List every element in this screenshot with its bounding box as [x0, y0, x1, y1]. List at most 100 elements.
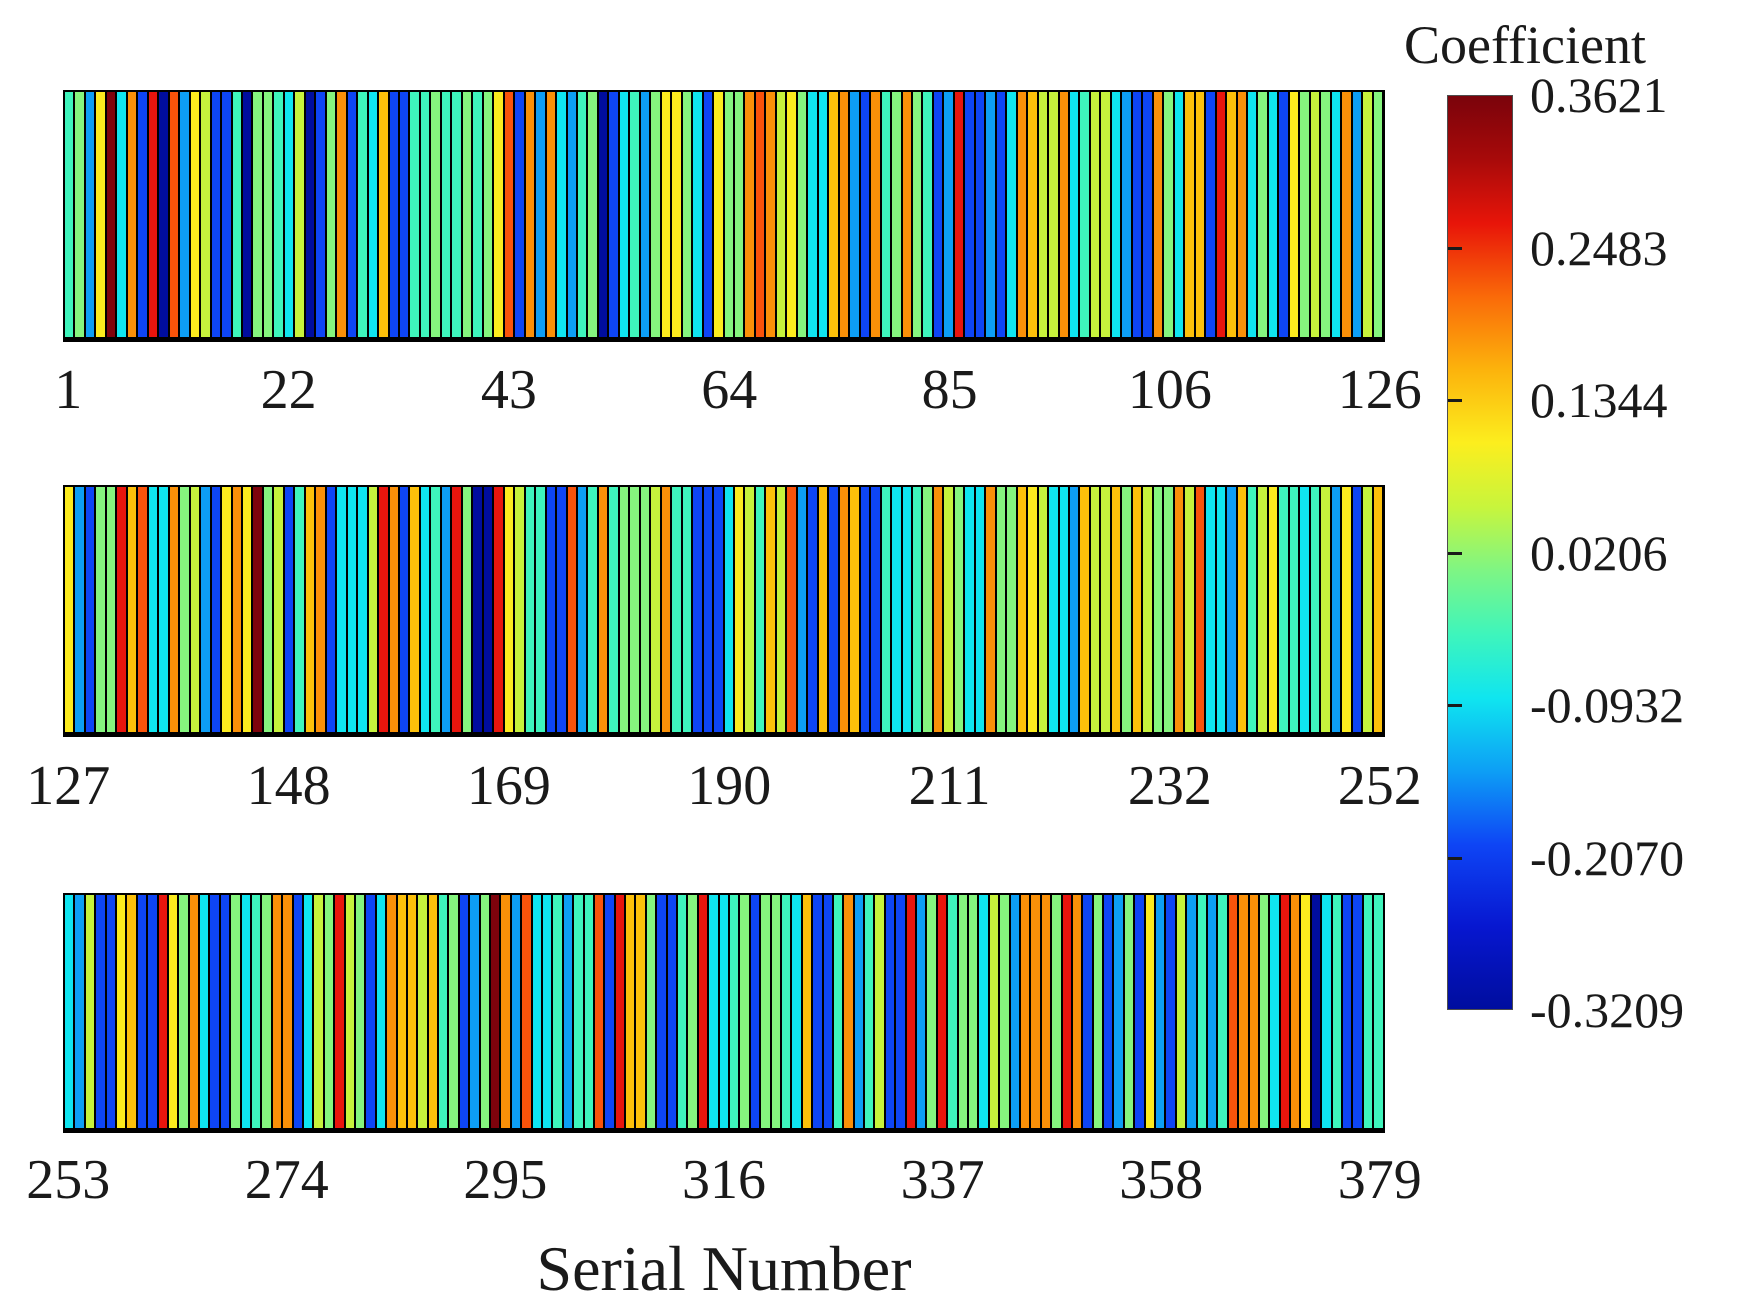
bar-serial-207: [900, 487, 911, 732]
bar-serial-369: [1268, 895, 1279, 1128]
bar-serial-92: [1015, 92, 1027, 337]
bar-serial-281: [353, 895, 365, 1128]
bar-serial-142: [220, 487, 231, 732]
bar-serial-320: [759, 895, 770, 1128]
bar-serial-53: [607, 92, 618, 337]
bar-serial-41: [481, 92, 493, 337]
bar-serial-259: [125, 895, 136, 1128]
bar-serial-339: [956, 895, 967, 1128]
bar-serial-284: [385, 895, 396, 1128]
bar-serial-353: [1102, 895, 1113, 1128]
bar-serial-260: [135, 895, 147, 1128]
bar-serial-45: [523, 92, 535, 337]
bar-serial-69: [774, 92, 786, 337]
bar-serial-76: [848, 92, 859, 337]
bar-serial-199: [816, 487, 828, 732]
bar-serial-106: [1162, 92, 1173, 337]
bar-serial-333: [894, 895, 905, 1128]
bar-serial-179: [607, 487, 618, 732]
bar-serial-356: [1133, 895, 1144, 1128]
strip-row-3: [63, 893, 1385, 1133]
bar-serial-33: [398, 92, 409, 337]
bar-serial-263: [166, 895, 178, 1128]
bar-serial-128: [73, 487, 84, 732]
bar-serial-20: [261, 92, 273, 337]
bar-serial-187: [691, 487, 702, 732]
bar-serial-247: [1319, 487, 1330, 732]
bar-serial-110: [1204, 92, 1215, 337]
bar-serial-177: [586, 487, 597, 732]
bar-serial-155: [356, 487, 367, 732]
bar-serial-373: [1309, 895, 1321, 1128]
bar-serial-49: [565, 92, 576, 337]
bar-serial-204: [869, 487, 880, 732]
x-axis-title: Serial Number: [536, 1233, 912, 1304]
bar-serial-261: [146, 895, 157, 1128]
bar-serial-126: [1371, 92, 1383, 337]
bar-serial-298: [530, 895, 541, 1128]
bar-serial-348: [1050, 895, 1061, 1128]
bar-serial-350: [1070, 895, 1082, 1128]
bar-serial-18: [240, 92, 252, 337]
bar-serial-35: [418, 92, 430, 337]
bar-serial-231: [1151, 487, 1163, 732]
bar-serial-274: [281, 895, 292, 1128]
bar-serial-17: [230, 92, 241, 337]
bar-serial-84: [931, 92, 943, 337]
bar-serial-254: [73, 895, 84, 1128]
bar-serial-3: [83, 92, 95, 337]
bar-serial-147: [272, 487, 283, 732]
colorbar-tick-label-0.1344: 0.1344: [1530, 372, 1668, 428]
bar-serial-115: [1256, 92, 1267, 337]
bar-serial-167: [481, 487, 493, 732]
bar-serial-324: [800, 895, 812, 1128]
bar-serial-351: [1081, 895, 1092, 1128]
bar-serial-208: [910, 487, 922, 732]
bar-serial-116: [1266, 92, 1278, 337]
bar-serial-42: [492, 92, 503, 337]
bar-serial-112: [1225, 92, 1236, 337]
bar-serial-332: [883, 895, 895, 1128]
bar-serial-270: [239, 895, 251, 1128]
x-tick-label-211: 211: [908, 755, 991, 817]
bar-serial-151: [314, 487, 325, 732]
bar-serial-29: [356, 92, 367, 337]
bar-serial-144: [240, 487, 252, 732]
bar-serial-66: [743, 92, 754, 337]
bar-serial-258: [114, 895, 126, 1128]
bar-serial-125: [1361, 92, 1372, 337]
colorbar-tick-mark: [1448, 246, 1462, 250]
bar-serial-4: [94, 92, 105, 337]
bar-serial-90: [994, 92, 1006, 337]
bar-serial-205: [879, 487, 891, 732]
bar-serial-365: [1226, 895, 1238, 1128]
bar-serial-363: [1205, 895, 1217, 1128]
bar-serial-276: [301, 895, 313, 1128]
bar-serial-24: [303, 92, 315, 337]
bar-serial-60: [680, 92, 692, 337]
bar-serial-287: [416, 895, 427, 1128]
bar-serial-316: [717, 895, 728, 1128]
bar-serial-55: [628, 92, 639, 337]
bar-serial-295: [499, 895, 510, 1128]
bar-serial-25: [314, 92, 325, 337]
bar-serial-122: [1329, 92, 1341, 337]
bar-serial-246: [1308, 487, 1320, 732]
x-tick-label-190: 190: [687, 755, 772, 817]
bar-serial-104: [1141, 92, 1152, 337]
bar-serial-38: [450, 92, 461, 337]
bar-serial-52: [596, 92, 608, 337]
bar-serial-158: [387, 487, 398, 732]
bar-serial-83: [921, 92, 932, 337]
bar-serial-314: [696, 895, 708, 1128]
bar-serial-198: [806, 487, 817, 732]
bar-serial-26: [324, 92, 336, 337]
bar-serial-264: [177, 895, 188, 1128]
bar-serial-336: [925, 895, 936, 1128]
bar-serial-244: [1287, 487, 1299, 732]
bar-serial-154: [345, 487, 357, 732]
bar-serial-72: [806, 92, 817, 337]
bar-serial-159: [398, 487, 409, 732]
bar-serial-149: [293, 487, 304, 732]
bar-serial-232: [1162, 487, 1173, 732]
